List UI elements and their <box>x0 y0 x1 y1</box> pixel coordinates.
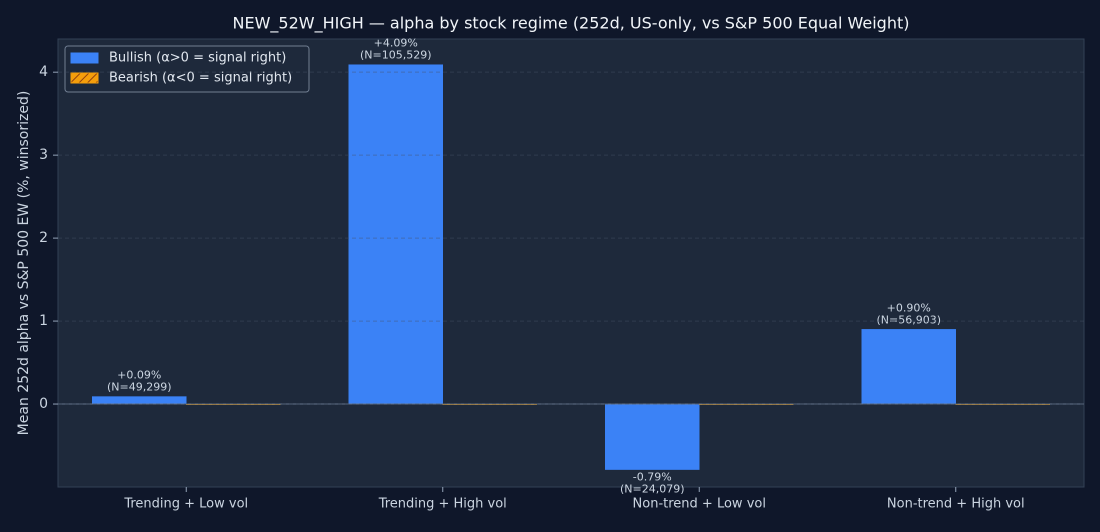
count-label: (N=24,079) <box>620 483 685 496</box>
value-label: +4.09% <box>374 37 418 50</box>
legend-box <box>64 45 310 93</box>
bar <box>348 64 443 405</box>
count-label: (N=56,903) <box>876 313 941 326</box>
chart-title: NEW_52W_HIGH — alpha by stock regime (25… <box>233 14 910 34</box>
count-label: (N=49,299) <box>107 381 172 394</box>
value-label: -0.79% <box>633 471 672 484</box>
x-tick-label: Non-trend + Low vol <box>633 497 766 512</box>
legend-swatch <box>70 52 99 64</box>
x-tick-label: Trending + Low vol <box>123 497 248 512</box>
legend-swatch <box>70 72 99 84</box>
value-label: +0.09% <box>117 369 161 382</box>
bar <box>605 403 700 470</box>
x-tick-label: Trending + High vol <box>378 497 507 512</box>
value-label: +0.90% <box>887 301 931 314</box>
bar <box>861 329 956 405</box>
y-axis-label: Mean 252d alpha vs S&P 500 EW (%, winsor… <box>16 91 32 436</box>
legend-label: Bullish (α>0 = signal right) <box>109 51 286 66</box>
count-label: (N=105,529) <box>360 49 432 62</box>
plot-area <box>57 38 1085 488</box>
y-tick-label: 3 <box>39 147 48 163</box>
y-tick-label: 1 <box>39 313 48 329</box>
y-tick-label: 0 <box>39 396 48 412</box>
legend-label: Bearish (α<0 = signal right) <box>109 71 292 86</box>
y-tick-label: 2 <box>39 230 48 246</box>
legend: Bullish (α>0 = signal right) Bearish (α<0… <box>64 45 310 93</box>
x-tick-label: Non-trend + High vol <box>887 497 1025 512</box>
bar <box>92 396 187 405</box>
y-tick-label: 4 <box>39 64 48 80</box>
